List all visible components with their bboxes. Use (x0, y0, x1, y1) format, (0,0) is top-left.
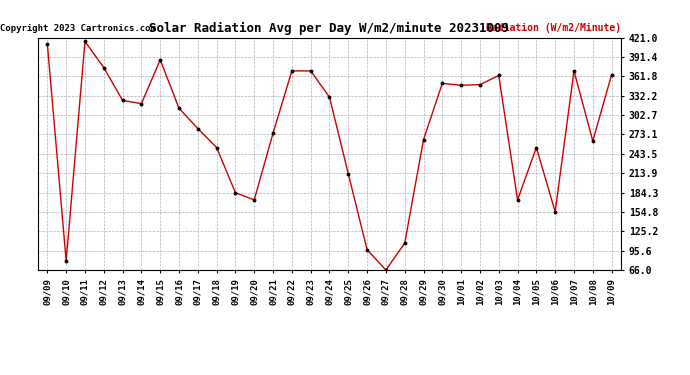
Text: Copyright 2023 Cartronics.com: Copyright 2023 Cartronics.com (0, 24, 156, 33)
Text: Radiation (W/m2/Minute): Radiation (W/m2/Minute) (486, 23, 621, 33)
Title: Solar Radiation Avg per Day W/m2/minute 20231009: Solar Radiation Avg per Day W/m2/minute … (150, 22, 509, 35)
